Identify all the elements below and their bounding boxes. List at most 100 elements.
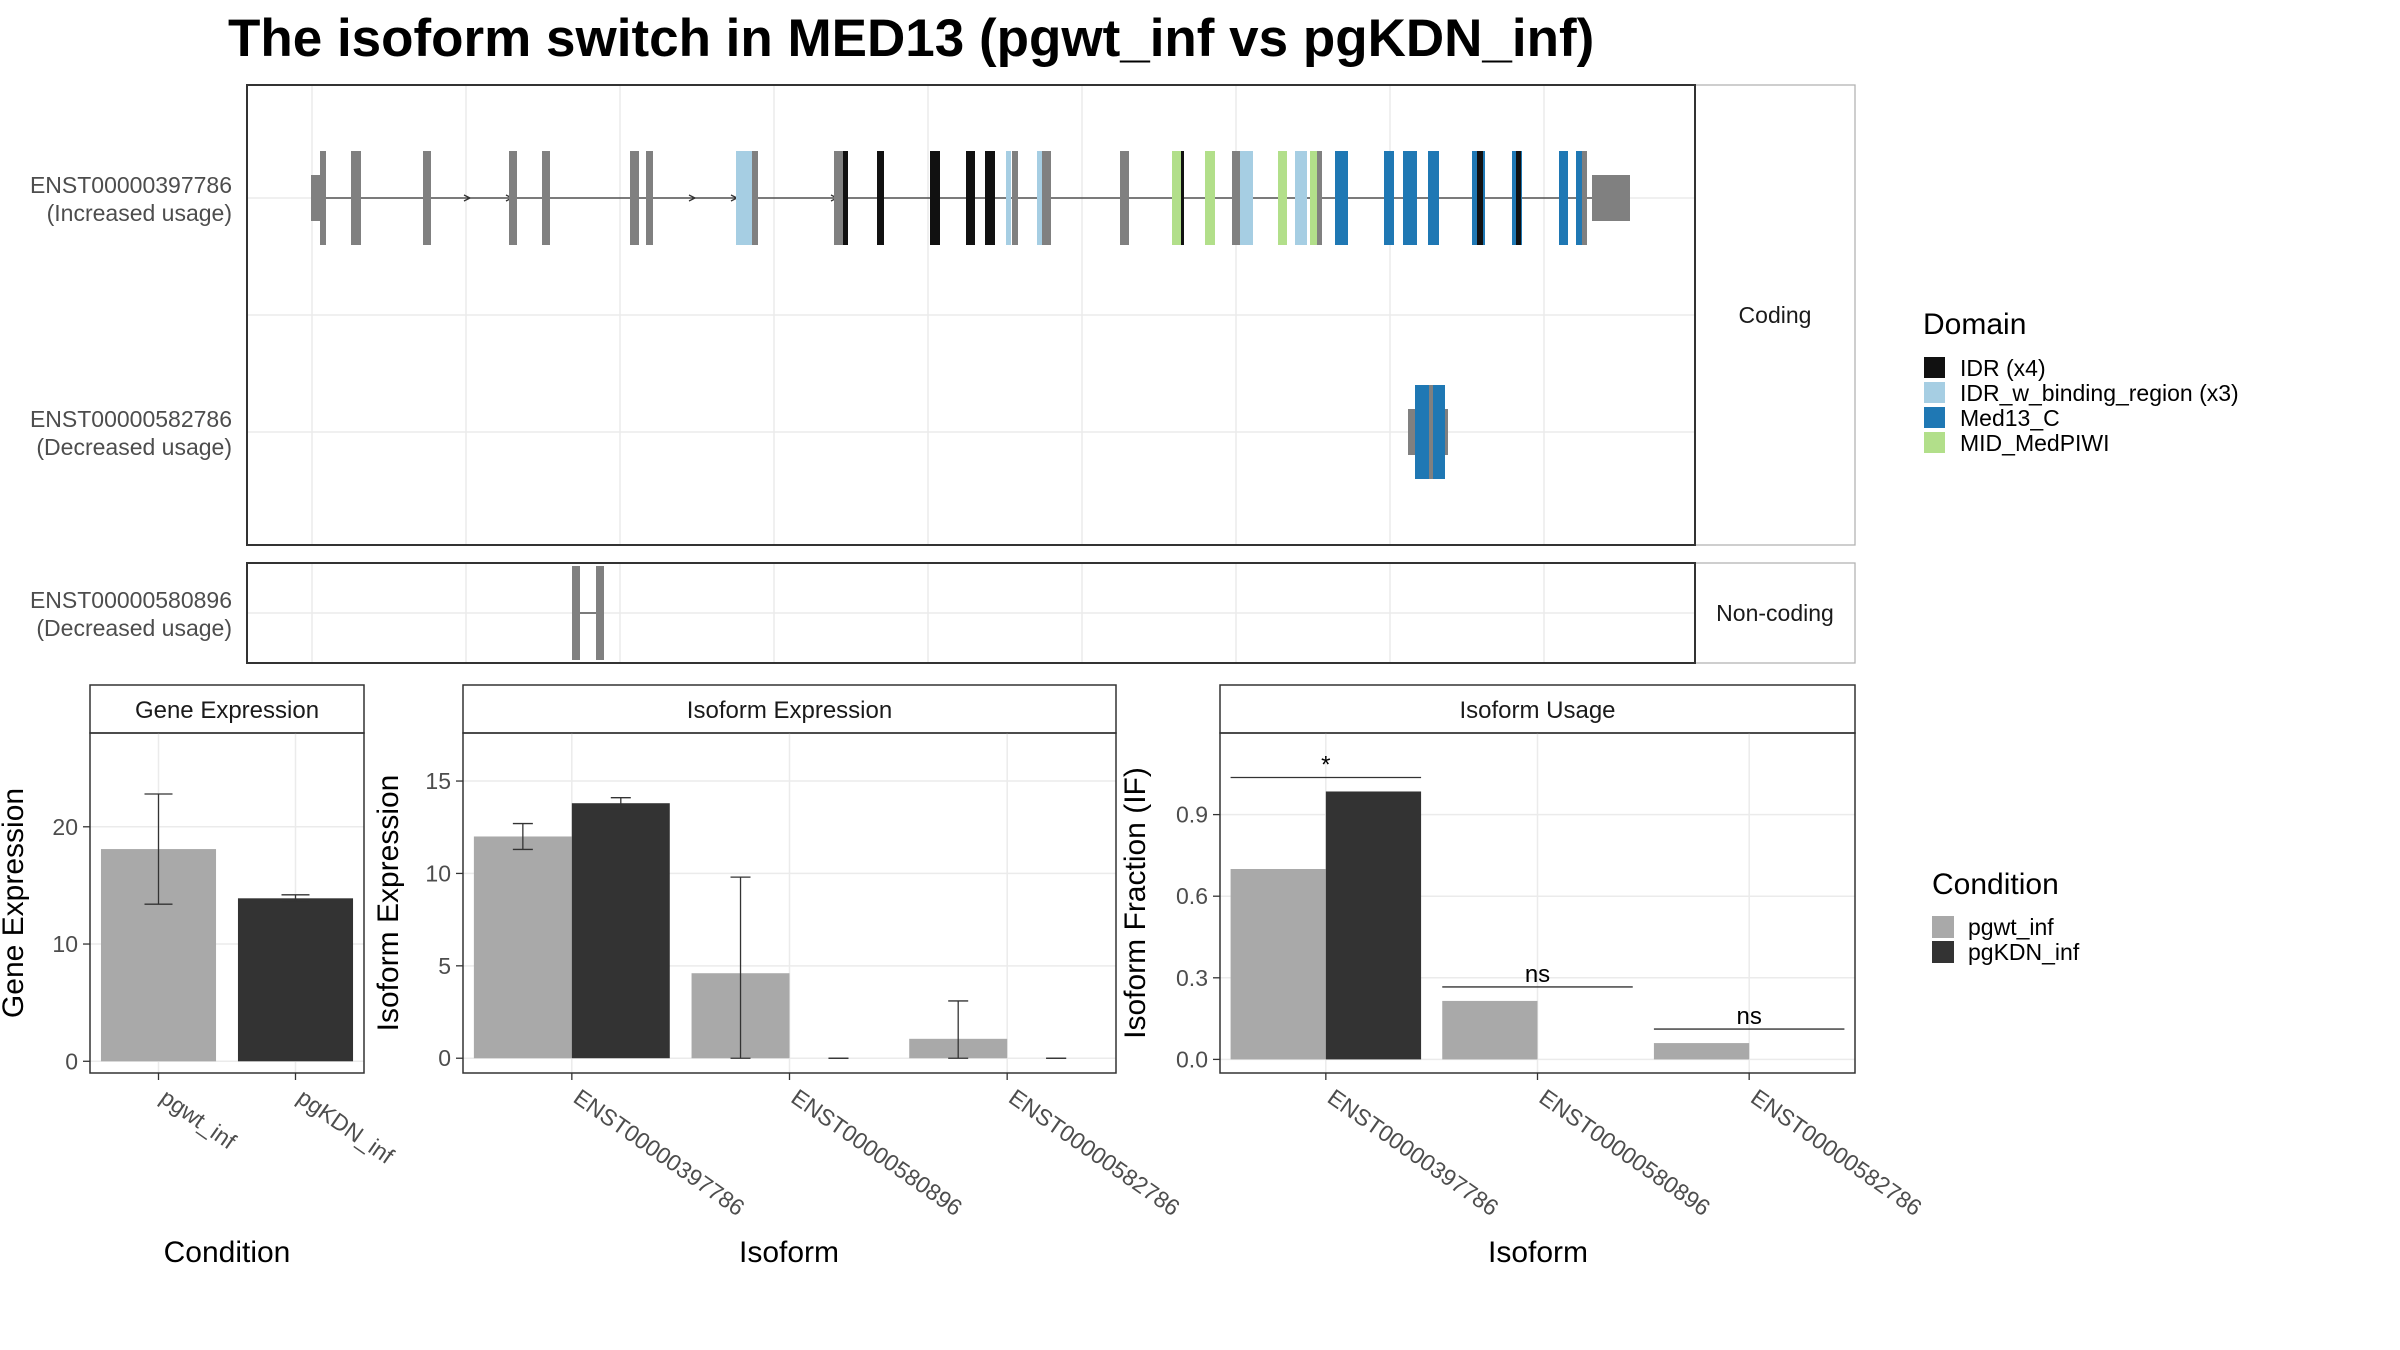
cds-exon xyxy=(1582,151,1587,245)
significance-label: ns xyxy=(1525,961,1550,988)
facet-strip xyxy=(1694,84,1856,546)
domain-legend-label-2: Med13_C xyxy=(1960,405,2060,431)
x-tick-label: ENST00000580896 xyxy=(1535,1084,1715,1221)
bar-pgKDN_inf xyxy=(571,803,670,1059)
domain-legend-key xyxy=(1924,432,1945,453)
facet-label-non-coding: Non-coding xyxy=(1716,600,1834,626)
cds-exon xyxy=(1232,151,1240,245)
cds-exon xyxy=(930,151,940,245)
bar-panel-1: Isoform Expression 0 5 10 15 ENST00000397786 E… xyxy=(372,684,1185,1269)
significance-label: * xyxy=(1321,751,1330,778)
y-axis-title: Isoform Fraction (IF) xyxy=(1119,767,1152,1039)
y-axis-title: Isoform Expression xyxy=(372,775,405,1032)
cds-exon xyxy=(1415,385,1429,479)
x-tick-label: ENST00000582786 xyxy=(1746,1084,1926,1221)
cds-exon xyxy=(1403,151,1417,245)
facet-strip xyxy=(89,684,365,734)
panel-border xyxy=(246,562,1696,664)
strand-arrow xyxy=(463,194,472,202)
cds-exon xyxy=(1317,151,1322,245)
domain-legend-label-0: IDR (x4) xyxy=(1960,355,2046,381)
utr-exon xyxy=(1408,409,1416,455)
isoform-label-2: ENST00000580896 xyxy=(30,587,232,613)
isoform-label-1: ENST00000582786 xyxy=(30,406,232,432)
facet-strip xyxy=(1694,562,1856,664)
condition-legend-title: Condition xyxy=(1932,868,2059,901)
y-tick-label: 0 xyxy=(438,1045,451,1071)
x-tick-label: pgwt_inf xyxy=(156,1084,242,1155)
cds-exon xyxy=(1205,151,1215,245)
cds-exon xyxy=(1428,151,1439,245)
utr-exon xyxy=(1592,175,1630,221)
cds-exon xyxy=(1240,151,1253,245)
cds-exon xyxy=(1429,385,1433,479)
y-tick-label: 5 xyxy=(438,953,451,979)
x-tick-label: pgKDN_inf xyxy=(293,1084,400,1169)
y-tick-label: 10 xyxy=(52,931,78,957)
cds-exon xyxy=(630,151,639,245)
x-axis-title: Isoform xyxy=(1488,1236,1588,1269)
x-axis-title: Isoform xyxy=(739,1236,839,1269)
cds-exon xyxy=(1516,151,1521,245)
cds-exon xyxy=(1310,151,1320,245)
y-tick-label: 0.3 xyxy=(1176,965,1208,991)
x-tick-label: ENST00000582786 xyxy=(1004,1084,1184,1221)
cds-exon xyxy=(1295,151,1307,245)
facet-strip xyxy=(462,684,1117,734)
y-axis-title: Gene Expression xyxy=(0,788,30,1018)
x-axis-title: Condition xyxy=(164,1236,291,1269)
panel-border xyxy=(89,732,365,1074)
cds-exon xyxy=(1006,151,1011,245)
bar-pgKDN_inf xyxy=(237,898,354,1062)
x-tick-label: ENST00000397786 xyxy=(569,1084,749,1221)
condition-legend-key xyxy=(1932,916,1954,938)
y-tick-label: 0.9 xyxy=(1176,802,1208,828)
isoform-usage-1: (Decreased usage) xyxy=(36,434,232,460)
cds-exon xyxy=(966,151,975,245)
cds-exon xyxy=(985,151,995,245)
figure-title: The isoform switch in MED13 (pgwt_inf vs… xyxy=(228,9,1594,68)
panel-border xyxy=(246,84,1696,546)
cds-exon xyxy=(1172,151,1181,245)
bar-pgwt_inf xyxy=(1442,1000,1538,1060)
cds-exon xyxy=(646,151,653,245)
bar-panel-2: Isoform Usage * ns ns 0.0 0.3 0.6 0.9 ENST000003… xyxy=(1119,684,1927,1269)
strand-arrow xyxy=(688,194,697,202)
bar-panel-0: Gene Expression 0 10 20 pgwt_inf pgKDN_inf Gen… xyxy=(0,684,400,1269)
domain-legend-label-3: MID_MedPIWI xyxy=(1960,430,2110,456)
condition-legend-label-0: pgwt_inf xyxy=(1968,914,2054,940)
cds-exon xyxy=(1012,151,1018,245)
significance-label: ns xyxy=(1736,1003,1761,1030)
strip-title: Isoform Usage xyxy=(1459,697,1615,724)
y-tick-label: 0 xyxy=(65,1048,78,1074)
cds-exon xyxy=(1559,151,1568,245)
bar-pgwt_inf xyxy=(1653,1043,1750,1060)
bar-pgKDN_inf xyxy=(1325,791,1422,1060)
noncoding-exon xyxy=(572,566,580,660)
domain-legend-key xyxy=(1924,407,1945,428)
y-tick-label: 0.0 xyxy=(1176,1046,1208,1072)
cds-exon xyxy=(1037,151,1044,245)
transcript-structure-panel: Coding Non-coding ENST00000397786(Increase… xyxy=(30,84,1856,664)
y-tick-label: 15 xyxy=(425,768,451,794)
bar-pgwt_inf xyxy=(1230,869,1326,1060)
y-tick-label: 0.6 xyxy=(1176,883,1208,909)
facet-label-coding: Coding xyxy=(1739,302,1812,328)
cds-exon xyxy=(877,151,884,245)
bar-charts: Gene Expression 0 10 20 pgwt_inf pgKDN_inf Gen… xyxy=(0,684,1927,1269)
cds-exon xyxy=(509,151,517,245)
cds-exon xyxy=(1335,151,1348,245)
cds-exon xyxy=(1181,151,1184,245)
cds-exon xyxy=(843,151,848,245)
x-tick-label: ENST00000580896 xyxy=(787,1084,967,1221)
y-tick-label: 10 xyxy=(425,860,451,886)
x-tick-label: ENST00000397786 xyxy=(1323,1084,1503,1221)
cds-exon xyxy=(1433,385,1445,479)
isoform-label-0: ENST00000397786 xyxy=(30,172,232,198)
strip-title: Gene Expression xyxy=(135,697,319,724)
cds-exon xyxy=(1278,151,1287,245)
strip-title: Isoform Expression xyxy=(687,697,892,724)
y-tick-label: 20 xyxy=(52,814,78,840)
